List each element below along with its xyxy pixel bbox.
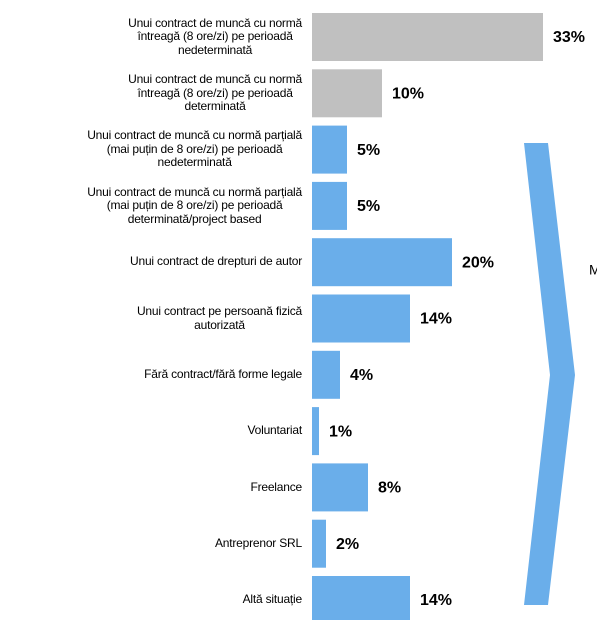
bar xyxy=(312,350,340,399)
bar xyxy=(312,576,410,620)
value-label: 8% xyxy=(378,480,401,497)
category-label: Unui contract de muncă cu normă întreagă… xyxy=(128,72,302,114)
category-label-box: Altă situație xyxy=(242,575,303,620)
annotation: M xyxy=(589,262,597,278)
category-label: Unui contract de drepturi de autor xyxy=(130,254,302,269)
category-label: Fără contract/fără forme legale xyxy=(144,367,302,382)
category-label-box: Unui contract de muncă cu normă parțială… xyxy=(87,125,302,175)
category-label-box: Unui contract de drepturi de autor xyxy=(130,237,302,287)
bar xyxy=(312,294,410,343)
category-label: Unui contract de muncă cu normă întreagă… xyxy=(128,15,302,57)
bar xyxy=(312,69,382,118)
value-label: 14% xyxy=(420,311,452,328)
category-label-box: Unui contract pe persoană fizică autoriz… xyxy=(137,294,302,344)
category-label-box: Voluntariat xyxy=(247,406,302,456)
category-label: Unui contract de muncă cu normă parțială… xyxy=(87,128,302,170)
category-label: Antreprenor SRL xyxy=(214,535,302,550)
category-label: Altă situație xyxy=(242,592,303,607)
value-label: 1% xyxy=(329,423,352,440)
value-label: 2% xyxy=(336,536,359,553)
bar xyxy=(312,407,319,456)
value-label: 10% xyxy=(392,86,424,103)
category-label-box: Unui contract de muncă cu normă parțială… xyxy=(87,181,302,231)
bar xyxy=(312,463,368,512)
value-label: 14% xyxy=(420,592,452,609)
brace xyxy=(524,143,575,605)
category-label: Unui contract de muncă cu normă parțială… xyxy=(87,184,302,226)
bar xyxy=(312,125,347,174)
category-label-box: Freelance xyxy=(250,462,302,512)
value-label: 4% xyxy=(350,367,373,384)
category-label-box: Unui contract de muncă cu normă întreagă… xyxy=(128,68,302,118)
value-label: 5% xyxy=(357,198,380,215)
value-label: 20% xyxy=(462,254,494,271)
category-label-box: Fără contract/fără forme legale xyxy=(144,350,302,400)
category-label-box: Antreprenor SRL xyxy=(215,519,302,569)
category-label: Unui contract pe persoană fizică autoriz… xyxy=(136,304,302,332)
value-label: 33% xyxy=(553,29,585,46)
category-label: Voluntariat xyxy=(247,423,302,438)
bar xyxy=(312,13,543,61)
bar xyxy=(312,238,452,287)
category-label-box: Unui contract de muncă cu normă întreagă… xyxy=(128,12,302,62)
category-label: Freelance xyxy=(250,479,302,494)
value-label: 5% xyxy=(357,142,380,159)
bar xyxy=(312,519,326,568)
bar xyxy=(312,181,347,230)
